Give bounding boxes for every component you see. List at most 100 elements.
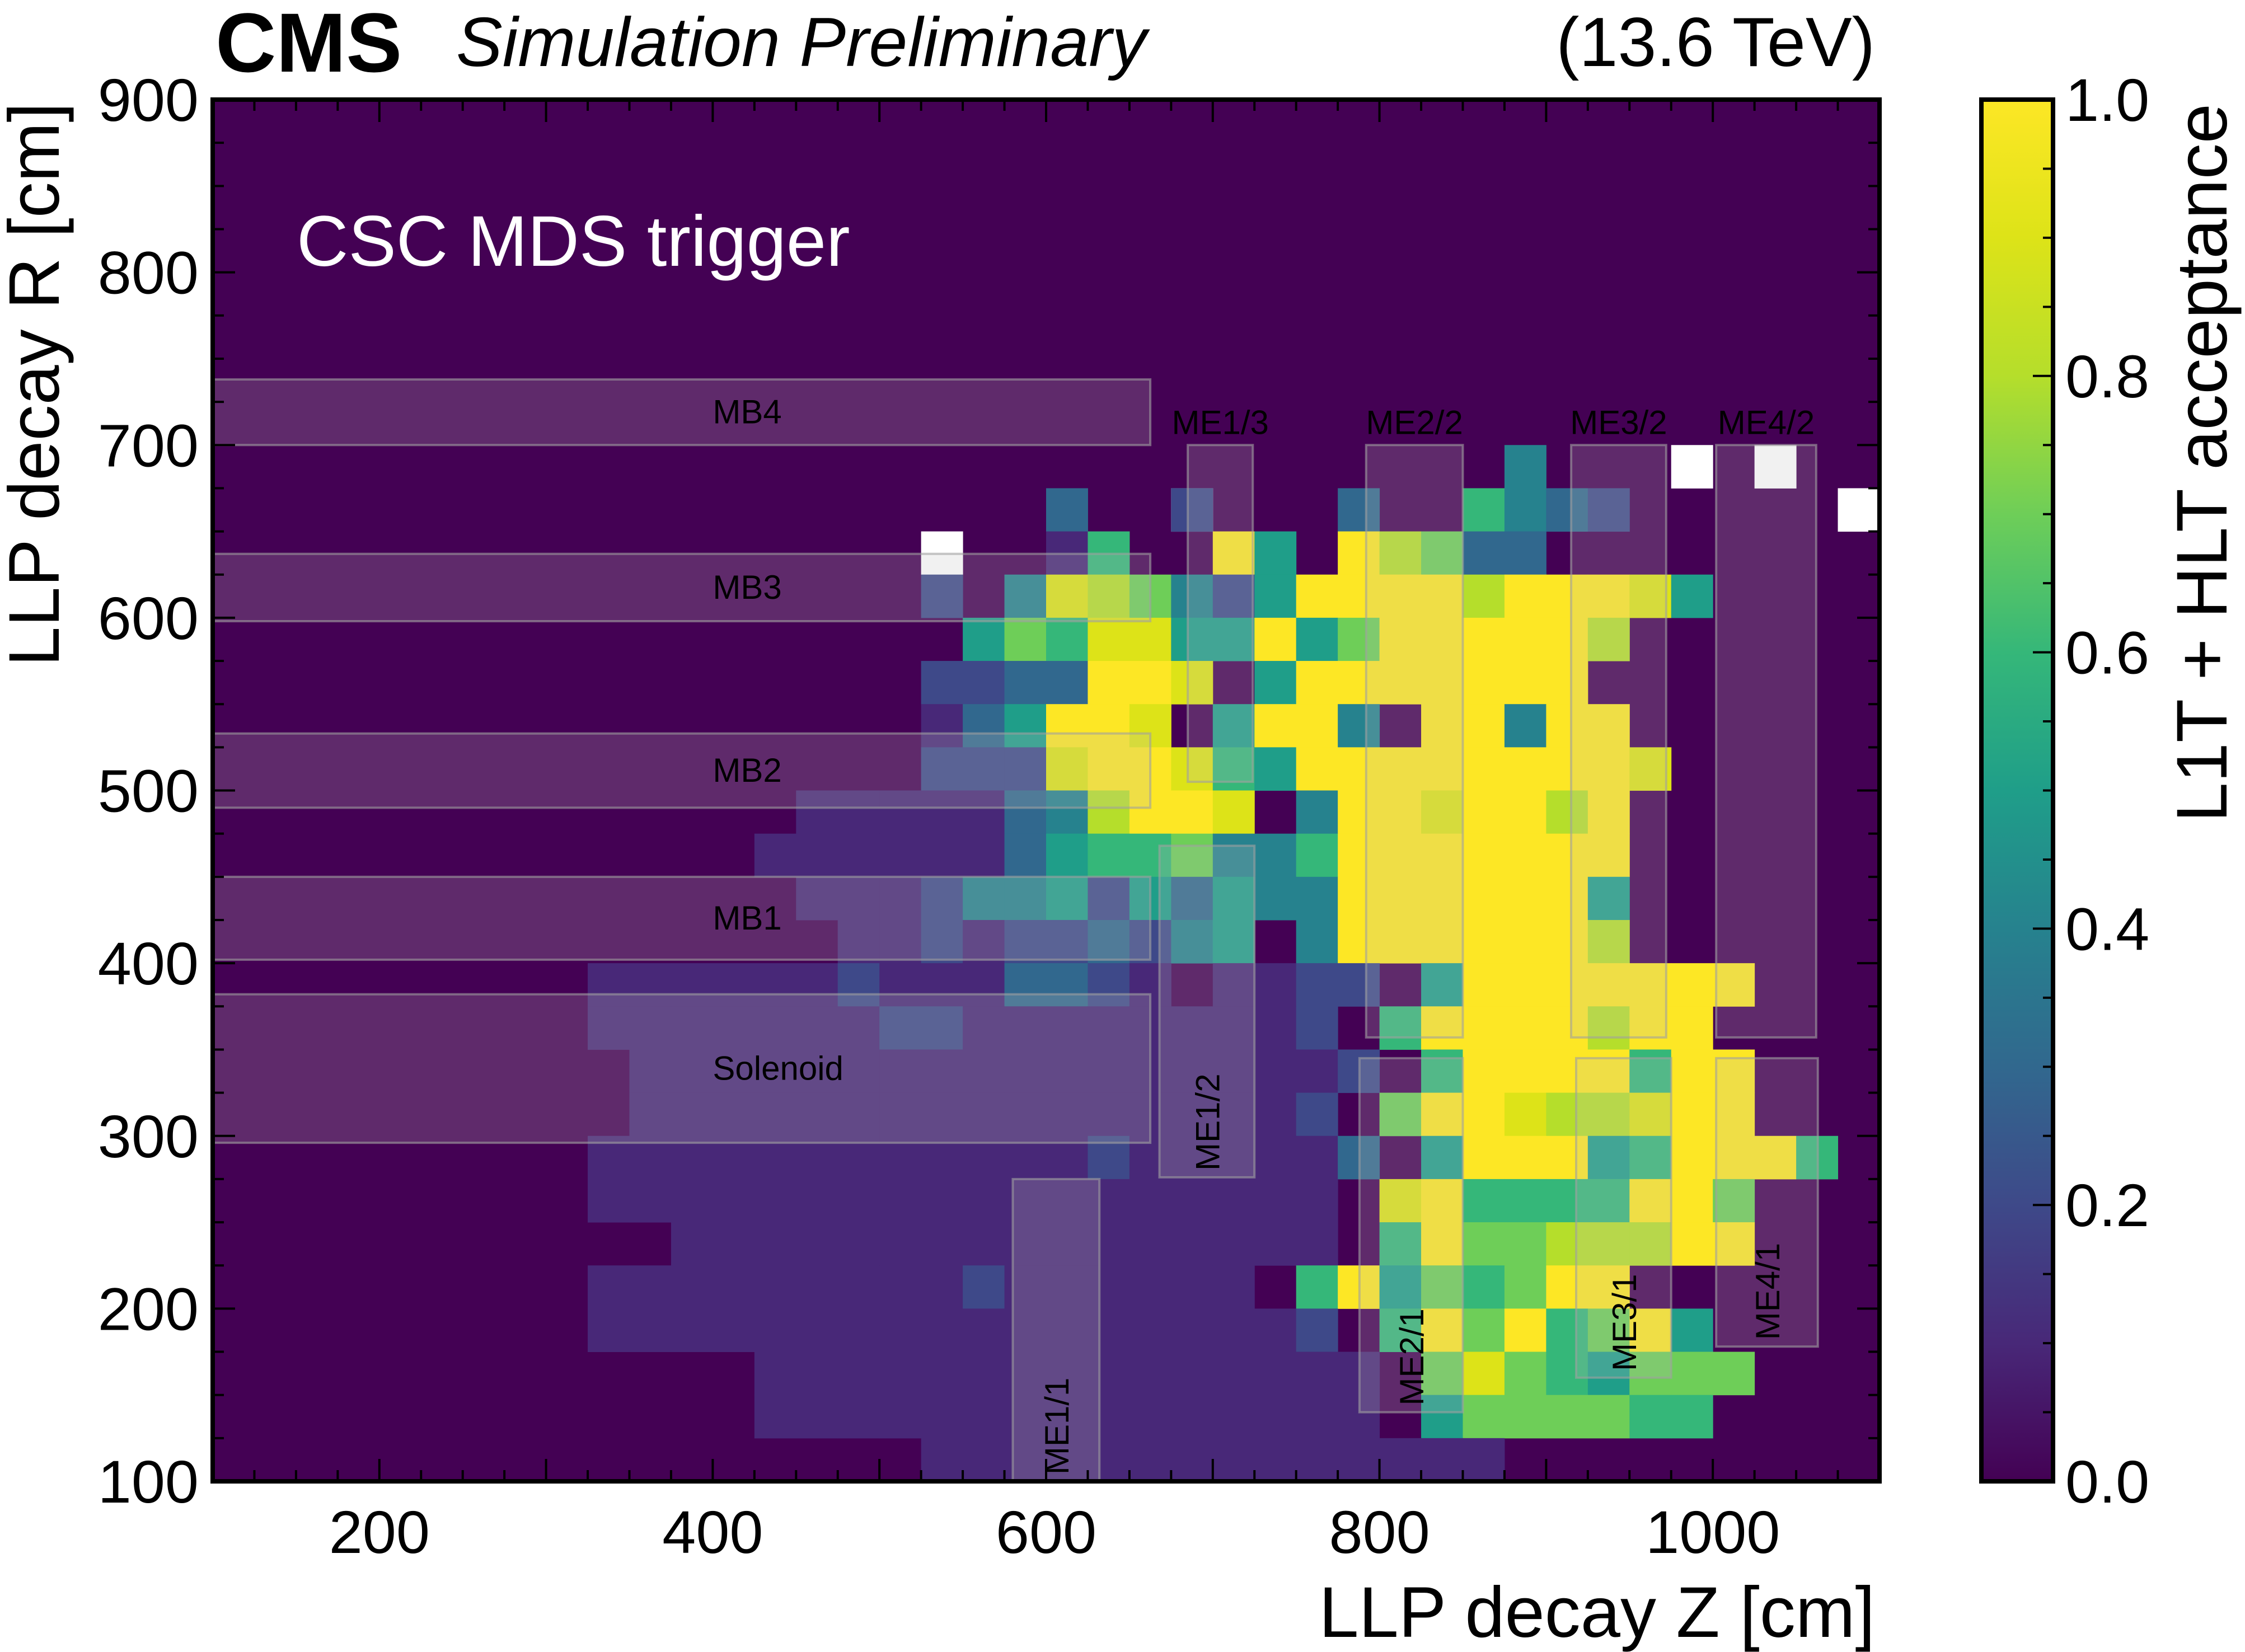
heatmap-cell <box>1296 1092 1338 1137</box>
heatmap-cell <box>1546 919 1588 964</box>
heatmap-cell <box>837 1308 880 1353</box>
heatmap-cell <box>1379 747 1422 791</box>
heatmap-cell <box>1212 963 1255 1007</box>
heatmap-cell <box>1421 574 1463 618</box>
heatmap-cell <box>1421 704 1463 748</box>
trigger-annotation: CSC MDS trigger <box>297 201 850 281</box>
heatmap-cell <box>1338 488 1380 532</box>
heatmap-cell <box>1504 661 1546 705</box>
heatmap-cell <box>671 1049 713 1093</box>
heatmap-cell <box>713 1222 755 1266</box>
heatmap-cell <box>837 919 880 964</box>
heatmap-cell <box>1046 574 1088 618</box>
heatmap-cell <box>1129 1265 1171 1309</box>
x-tick-label: 1000 <box>1646 1498 1780 1566</box>
heatmap-cell <box>1046 617 1088 661</box>
heatmap-cell <box>713 963 755 1007</box>
heatmap-cell <box>879 1092 922 1137</box>
heatmap-cell <box>921 1438 963 1482</box>
heatmap-cell <box>921 1092 963 1137</box>
y-tick-label: 200 <box>98 1275 199 1343</box>
heatmap-cell <box>1546 1006 1588 1050</box>
heatmap-cell <box>1004 574 1047 618</box>
heatmap-cell <box>1671 574 1713 618</box>
heatmap-cell <box>837 790 880 834</box>
endcap-station-region <box>1715 1057 1819 1348</box>
heatmap-cell <box>1046 876 1088 921</box>
heatmap-cell <box>963 919 1005 964</box>
heatmap-cell <box>879 1395 922 1439</box>
heatmap-cell <box>1296 1049 1338 1093</box>
heatmap-cell <box>796 833 838 877</box>
x-tick-label: 400 <box>662 1498 763 1566</box>
heatmap-cell <box>1504 790 1546 834</box>
heatmap-cell <box>1088 704 1130 748</box>
heatmap-cell <box>1587 1395 1630 1439</box>
x-tick-label: 800 <box>1329 1498 1430 1566</box>
heatmap-cell <box>1296 1006 1338 1050</box>
heatmap-cell <box>1171 574 1213 618</box>
heatmap-cell <box>1129 1308 1171 1353</box>
heatmap-cell <box>1046 919 1088 964</box>
barrel-station-region <box>212 378 1152 447</box>
heatmap-cell <box>796 1049 838 1093</box>
heatmap-cell <box>1546 1395 1588 1439</box>
heatmap-cell <box>1296 661 1338 705</box>
heatmap-cell <box>1004 1222 1047 1266</box>
heatmap-cell <box>1546 833 1588 877</box>
heatmap-cell <box>1004 1006 1047 1050</box>
heatmap-cell <box>1212 833 1255 877</box>
heatmap-cell <box>1004 876 1047 921</box>
heatmap-cell <box>796 1092 838 1137</box>
heatmap-cell <box>1463 1395 1505 1439</box>
heatmap-cell <box>1379 919 1422 964</box>
colorbar-ticks: 0.0 0.2 0.4 0.6 0.8 1.0 <box>2033 66 2149 1515</box>
heatmap-cell <box>1587 574 1630 618</box>
heatmap-cell <box>1421 1135 1463 1180</box>
heatmap-cell <box>671 1265 713 1309</box>
y-tick-label: 600 <box>98 584 199 652</box>
heatmap-cell <box>1421 1308 1463 1353</box>
heatmap-cell <box>1171 1049 1213 1093</box>
heatmap-cell <box>1546 617 1588 661</box>
heatmap-cell <box>1046 661 1088 705</box>
heatmap-cell <box>1587 488 1630 532</box>
heatmap-cell <box>754 1351 796 1396</box>
heatmap-cell <box>796 1395 838 1439</box>
heatmap-cell <box>1046 747 1088 791</box>
y-tick-label: 100 <box>98 1448 199 1515</box>
heatmap-cell <box>1504 1135 1546 1180</box>
heatmap-cell <box>1004 1179 1047 1223</box>
heatmap-cell <box>1171 661 1213 705</box>
heatmap-cell <box>837 876 880 921</box>
heatmap-cell <box>1587 963 1630 1007</box>
heatmap-cell <box>1129 833 1171 877</box>
heatmap-cell <box>1296 876 1338 921</box>
heatmap-cell <box>1546 790 1588 834</box>
heatmap-cell <box>754 963 796 1007</box>
x-tick-label: 200 <box>329 1498 430 1566</box>
barrel-station-region <box>212 732 1152 809</box>
heatmap-cell <box>921 1308 963 1353</box>
heatmap-cell <box>629 1006 672 1050</box>
heatmap-cell <box>1463 661 1505 705</box>
heatmap-cell <box>921 919 963 964</box>
heatmap-cell <box>588 1308 630 1353</box>
y-tick-label: 700 <box>98 411 199 479</box>
heatmap-cell <box>1546 963 1588 1007</box>
heatmap-cell <box>1379 531 1422 575</box>
heatmap-cell <box>1421 1265 1463 1309</box>
heatmap-cell <box>588 963 630 1007</box>
heatmap-cell <box>1463 704 1505 748</box>
heatmap-cell <box>1171 876 1213 921</box>
colorbar-tick-label: 0.6 <box>2065 619 2149 687</box>
heatmap-cell <box>754 1222 796 1266</box>
heatmap-cell <box>1004 704 1047 748</box>
heatmap-cell <box>1212 1179 1255 1223</box>
heatmap-cell <box>1421 1395 1463 1439</box>
heatmap-cell <box>1504 704 1546 748</box>
barrel-station-label: Solenoid <box>713 1049 843 1087</box>
heatmap-cell <box>754 1006 796 1050</box>
heatmap-cell <box>1088 1092 1130 1137</box>
heatmap-cell <box>1504 1308 1546 1353</box>
